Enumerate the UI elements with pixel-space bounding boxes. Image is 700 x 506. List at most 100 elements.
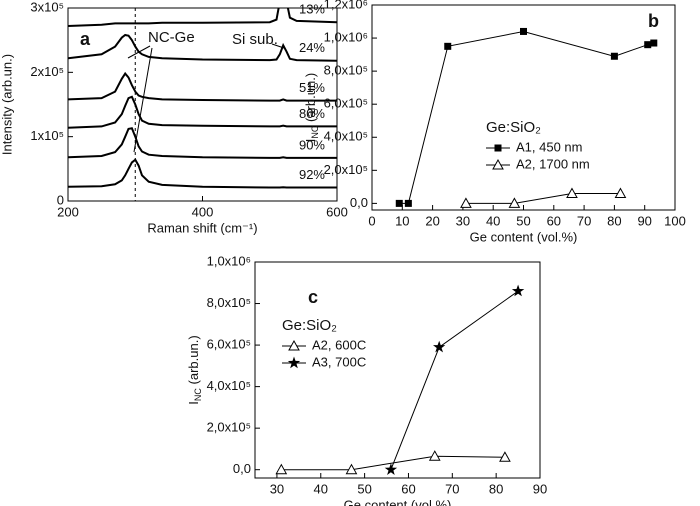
marker: [345, 463, 358, 475]
y-tick-label: 2,0x10⁵: [324, 162, 368, 177]
legend-marker: [492, 158, 504, 170]
series-label: 51%: [299, 80, 325, 95]
legend-marker: [287, 356, 301, 369]
series-line: [68, 71, 337, 102]
x-tick-label: 30: [270, 481, 284, 496]
x-axis-label: Ge content (vol.%): [470, 229, 578, 244]
series-label: 24%: [299, 40, 325, 55]
series-line: [68, 127, 337, 159]
x-axis-label: Ge content (vol.%): [344, 497, 452, 506]
arrow: [133, 47, 153, 153]
y-tick-label: 3x10⁵: [30, 0, 64, 14]
series-line: [68, 158, 337, 189]
annotation: c: [308, 287, 318, 307]
y-tick-label: 0: [57, 192, 64, 207]
marker: [499, 451, 511, 462]
y-tick-label: 6,0x10⁵: [324, 96, 368, 111]
series-line: [390, 290, 519, 470]
annotation: NC-Ge: [148, 29, 195, 46]
y-tick-label: 2x10⁵: [30, 64, 64, 79]
x-tick-label: 50: [357, 481, 371, 496]
series-label: 90%: [299, 137, 325, 152]
marker: [511, 284, 525, 297]
legend-label: A2, 600C: [312, 337, 366, 352]
y-tick-label: 1x10⁵: [30, 128, 64, 143]
x-tick-label: 70: [445, 481, 459, 496]
marker: [644, 41, 652, 49]
marker: [444, 42, 452, 50]
x-tick-label: 600: [326, 204, 348, 219]
y-tick-label: 0,0: [233, 461, 251, 476]
annotation: Si sub.: [232, 31, 278, 48]
legend-label: A3, 700C: [312, 354, 366, 369]
y-tick-label: 8,0x10⁵: [324, 63, 368, 78]
marker: [433, 340, 446, 353]
marker: [384, 463, 398, 475]
x-tick-label: 0: [368, 213, 375, 228]
series-label: 80%: [299, 106, 325, 121]
x-tick-label: 80: [607, 213, 621, 228]
y-axis-label: INC (arb.un.): [186, 335, 203, 404]
x-tick-label: 90: [637, 213, 651, 228]
x-tick-label: 40: [486, 213, 500, 228]
series-label: 92%: [299, 167, 325, 182]
y-tick-label: 2,0x10⁵: [207, 420, 251, 435]
x-tick-label: 10: [395, 213, 409, 228]
series-line: [68, 33, 337, 62]
series-line: [465, 193, 621, 204]
x-tick-label: 60: [401, 481, 415, 496]
series-line: [68, 8, 337, 27]
plot-frame: [67, 7, 338, 202]
y-axis-label-part: NC: [310, 125, 320, 138]
marker: [614, 187, 627, 198]
marker: [566, 187, 578, 198]
y-tick-label: 1,0x10⁶: [324, 30, 368, 45]
y-tick-label: 1,2x10⁶: [324, 0, 368, 11]
x-tick-label: 90: [533, 481, 547, 496]
legend-label: A1, 450 nm: [516, 139, 583, 154]
x-tick-label: 70: [577, 213, 591, 228]
marker: [520, 27, 527, 35]
x-tick-label: 30: [456, 213, 470, 228]
y-tick-label: 4,0x10⁵: [324, 129, 368, 144]
marker: [275, 463, 288, 475]
x-tick-label: 60: [547, 213, 561, 228]
y-tick-label: 4,0x10⁵: [207, 378, 251, 393]
annotation: b: [648, 11, 659, 31]
y-axis-label: Intensity (arb.un.): [0, 54, 14, 155]
y-tick-label: 8,0x10⁵: [207, 295, 251, 310]
series-label: 13%: [299, 2, 325, 17]
legend-label: A2, 1700 nm: [516, 156, 590, 171]
y-axis-label-part: I: [186, 401, 201, 405]
marker: [610, 52, 618, 60]
y-tick-label: 0,0: [350, 195, 368, 210]
marker: [460, 197, 472, 208]
legend-title: Ge:SiO₂: [282, 317, 337, 334]
legend-title: Ge:SiO₂: [486, 119, 541, 136]
x-tick-label: 400: [192, 204, 214, 219]
y-axis-label-part: (arb.un.): [186, 335, 201, 388]
legend-marker: [494, 144, 502, 152]
marker: [404, 199, 412, 207]
x-tick-label: 20: [425, 213, 439, 228]
marker: [428, 450, 441, 461]
legend-marker: [288, 339, 300, 351]
y-axis-label-part: I: [303, 139, 318, 143]
series-line: [68, 95, 337, 129]
annotation: a: [80, 29, 91, 49]
x-tick-label: 50: [516, 213, 530, 228]
marker: [508, 197, 521, 208]
x-tick-label: 80: [489, 481, 503, 496]
y-axis-label: INC (arb.un.): [303, 73, 320, 142]
y-axis-label-part: NC: [193, 388, 203, 401]
x-tick-label: 100: [664, 213, 686, 228]
y-tick-label: 1,0x10⁶: [207, 253, 251, 268]
x-tick-label: 200: [57, 204, 79, 219]
plot-frame: [254, 261, 541, 479]
plot-frame: [371, 4, 676, 211]
x-axis-label: Raman shift (cm⁻¹): [147, 220, 257, 235]
y-tick-label: 6,0x10⁵: [207, 337, 251, 352]
marker: [650, 39, 658, 47]
marker: [395, 199, 403, 207]
